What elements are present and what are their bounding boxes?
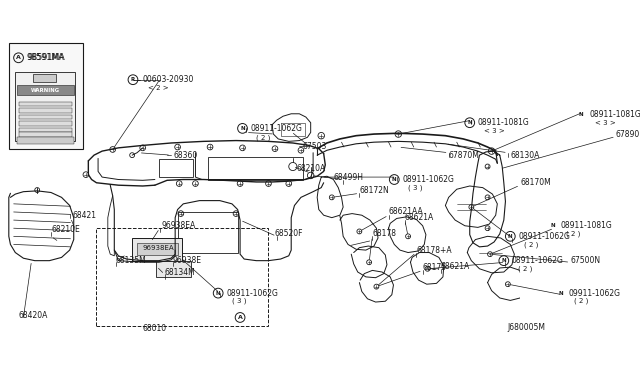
Bar xyxy=(97,228,269,326)
Text: N: N xyxy=(550,223,555,228)
Text: 68499H: 68499H xyxy=(333,173,364,182)
Text: 67500N: 67500N xyxy=(570,256,600,265)
Text: 68520F: 68520F xyxy=(275,230,303,238)
Text: 67870M: 67870M xyxy=(449,151,479,160)
Text: 08911-1081G: 08911-1081G xyxy=(589,110,640,119)
Text: N: N xyxy=(467,120,472,125)
Text: 98591MA: 98591MA xyxy=(28,53,65,62)
Text: 68621AA: 68621AA xyxy=(388,208,423,217)
Text: 68621A: 68621A xyxy=(405,213,434,222)
Text: N: N xyxy=(392,177,397,182)
Bar xyxy=(17,86,74,95)
Bar xyxy=(207,157,303,180)
Text: ( 2 ): ( 2 ) xyxy=(524,241,538,248)
Text: 67890N: 67890N xyxy=(616,129,640,138)
Bar xyxy=(19,115,72,119)
Text: N: N xyxy=(508,234,513,239)
Text: 68010: 68010 xyxy=(143,324,167,333)
Text: ( 2 ): ( 2 ) xyxy=(518,266,532,272)
Text: 67503: 67503 xyxy=(303,142,327,151)
Text: 00603-20930: 00603-20930 xyxy=(143,75,194,84)
Text: 68210E: 68210E xyxy=(51,225,80,234)
Text: 08911-1081G: 08911-1081G xyxy=(478,118,529,127)
Bar xyxy=(17,137,74,144)
Text: < 2 >: < 2 > xyxy=(148,85,169,91)
Text: 68420A: 68420A xyxy=(19,311,48,320)
Text: R: R xyxy=(131,77,135,82)
Text: ( 3 ): ( 3 ) xyxy=(232,298,246,304)
Text: 68621A: 68621A xyxy=(440,262,470,271)
Text: N: N xyxy=(558,291,563,296)
Text: 08911-1062G: 08911-1062G xyxy=(512,256,564,265)
Bar xyxy=(157,261,191,277)
Bar xyxy=(19,121,72,126)
Text: 08911-1081G: 08911-1081G xyxy=(561,221,612,230)
Text: A: A xyxy=(16,55,21,60)
Text: < 3 >: < 3 > xyxy=(595,120,616,126)
Text: 68360: 68360 xyxy=(173,151,198,160)
Text: 96938EA: 96938EA xyxy=(161,221,196,230)
Text: 68421: 68421 xyxy=(72,211,96,220)
Text: 68135M: 68135M xyxy=(116,256,147,265)
Bar xyxy=(15,71,76,141)
Text: ( 2 ): ( 2 ) xyxy=(575,298,589,304)
Text: A: A xyxy=(237,315,243,320)
Bar xyxy=(177,212,237,253)
Bar xyxy=(19,102,72,106)
Text: 68210A: 68210A xyxy=(297,164,326,173)
Text: 68170M: 68170M xyxy=(520,178,551,187)
Text: 08911-1062G: 08911-1062G xyxy=(518,232,570,241)
Text: 09911-1062G: 09911-1062G xyxy=(569,289,621,298)
Text: 68178+A: 68178+A xyxy=(416,246,452,254)
Bar xyxy=(137,243,177,255)
Bar xyxy=(19,128,72,132)
Text: 08911-1062G: 08911-1062G xyxy=(227,289,278,298)
Text: N: N xyxy=(216,291,221,296)
Bar xyxy=(19,132,72,137)
Text: N: N xyxy=(579,112,583,117)
Text: 68175: 68175 xyxy=(422,263,447,272)
Text: 68130A: 68130A xyxy=(510,151,540,160)
Text: 08911-1062G: 08911-1062G xyxy=(403,175,454,184)
Text: ( 2 ): ( 2 ) xyxy=(566,231,580,237)
Text: 96938EA: 96938EA xyxy=(143,245,174,251)
Text: 68134M: 68134M xyxy=(164,267,195,276)
Text: 98591MA: 98591MA xyxy=(27,53,65,62)
Text: N: N xyxy=(240,126,245,131)
Text: ( 3 ): ( 3 ) xyxy=(408,185,422,191)
Text: < 3 >: < 3 > xyxy=(484,128,504,134)
Text: 96938E: 96938E xyxy=(173,256,202,265)
Text: 08911-1062G: 08911-1062G xyxy=(251,124,303,133)
Bar xyxy=(132,238,182,261)
Text: 68178: 68178 xyxy=(372,230,396,238)
Text: ( 2 ): ( 2 ) xyxy=(256,134,271,141)
Text: WARNING: WARNING xyxy=(31,88,60,93)
Bar xyxy=(19,108,72,113)
Bar xyxy=(9,43,83,149)
Text: J680005M: J680005M xyxy=(508,323,546,332)
Text: N: N xyxy=(502,258,506,263)
Bar xyxy=(159,159,193,177)
Text: 68172N: 68172N xyxy=(360,186,389,195)
Bar xyxy=(33,74,56,82)
